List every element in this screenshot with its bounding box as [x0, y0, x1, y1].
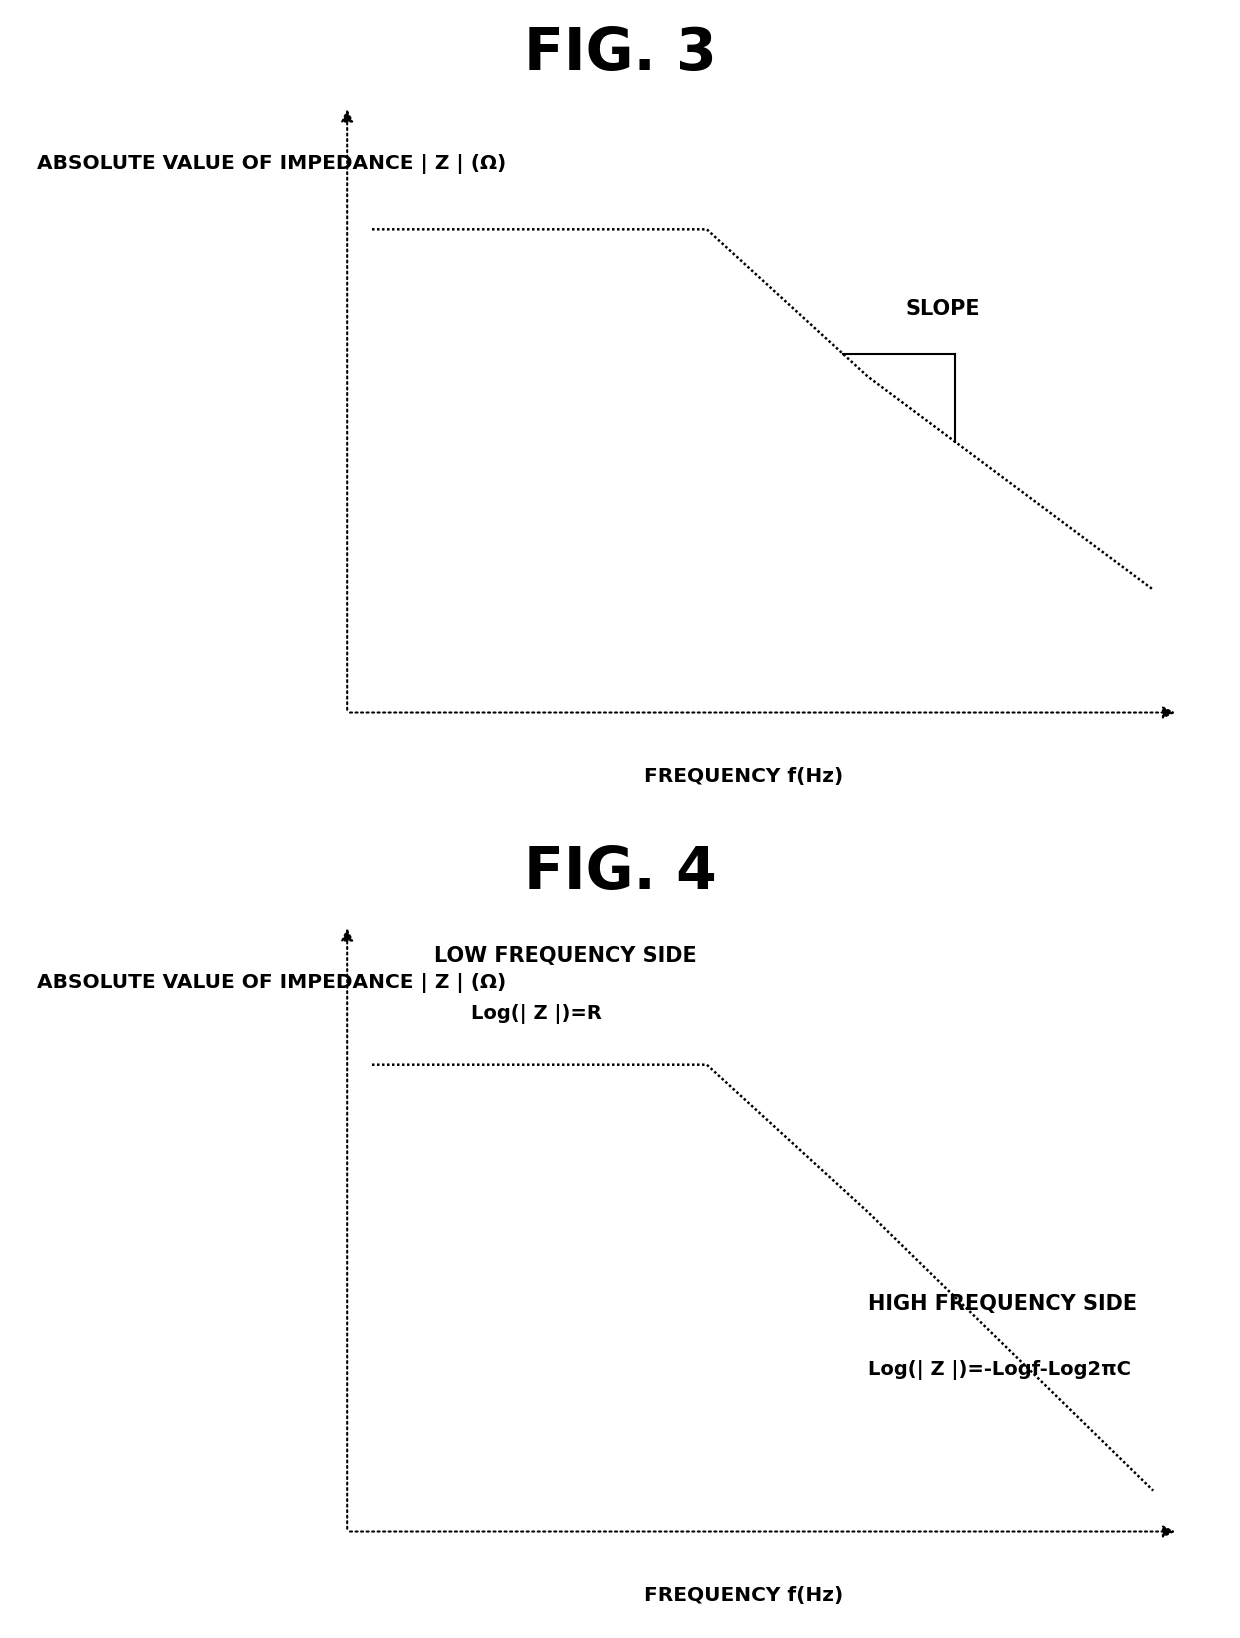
Text: FIG. 3: FIG. 3: [523, 25, 717, 82]
Text: HIGH FREQUENCY SIDE: HIGH FREQUENCY SIDE: [868, 1294, 1137, 1314]
Text: SLOPE: SLOPE: [905, 300, 980, 319]
Text: FIG. 4: FIG. 4: [523, 844, 717, 901]
Text: FREQUENCY f(Hz): FREQUENCY f(Hz): [645, 767, 843, 786]
Text: ABSOLUTE VALUE OF IMPEDANCE | Z | (Ω): ABSOLUTE VALUE OF IMPEDANCE | Z | (Ω): [37, 973, 506, 993]
Text: ABSOLUTE VALUE OF IMPEDANCE | Z | (Ω): ABSOLUTE VALUE OF IMPEDANCE | Z | (Ω): [37, 154, 506, 174]
Text: Log(| Z |)=R: Log(| Z |)=R: [471, 1004, 603, 1024]
Text: LOW FREQUENCY SIDE: LOW FREQUENCY SIDE: [434, 947, 697, 966]
Text: Log(| Z |)=-Logf-Log2πC: Log(| Z |)=-Logf-Log2πC: [868, 1360, 1131, 1379]
Text: FREQUENCY f(Hz): FREQUENCY f(Hz): [645, 1586, 843, 1605]
